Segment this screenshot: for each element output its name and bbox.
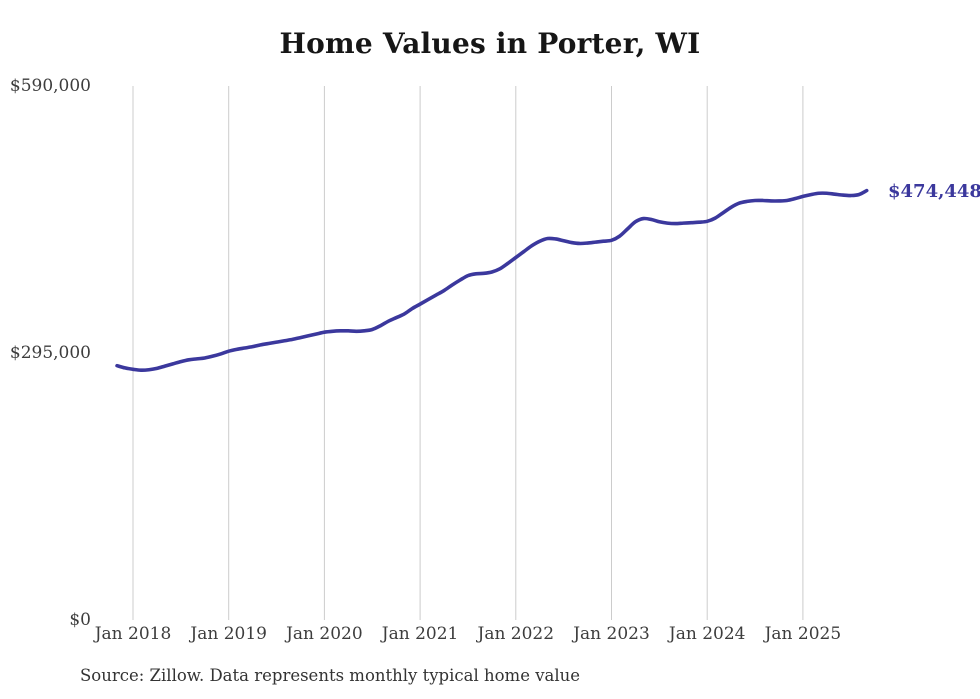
home-value-line xyxy=(115,188,869,373)
source-note: Source: Zillow. Data represents monthly … xyxy=(80,666,581,685)
x-tick-label: Jan 2020 xyxy=(286,624,363,644)
x-tick-label: Jan 2021 xyxy=(381,624,459,644)
x-tick-label: Jan 2023 xyxy=(573,624,650,644)
x-tick-label: Jan 2022 xyxy=(477,624,555,644)
x-tick-label: Jan 2025 xyxy=(764,624,842,644)
y-tick-label: $0 xyxy=(69,610,91,630)
y-tick-label: $295,000 xyxy=(9,343,91,363)
x-tick-label: Jan 2018 xyxy=(94,624,172,644)
x-tick-label: Jan 2019 xyxy=(190,624,267,644)
y-tick-label: $590,000 xyxy=(9,76,91,96)
chart-title: Home Values in Porter, WI xyxy=(279,27,701,60)
latest-value-label: $474,448 xyxy=(888,180,980,202)
x-tick-label: Jan 2024 xyxy=(668,624,746,644)
